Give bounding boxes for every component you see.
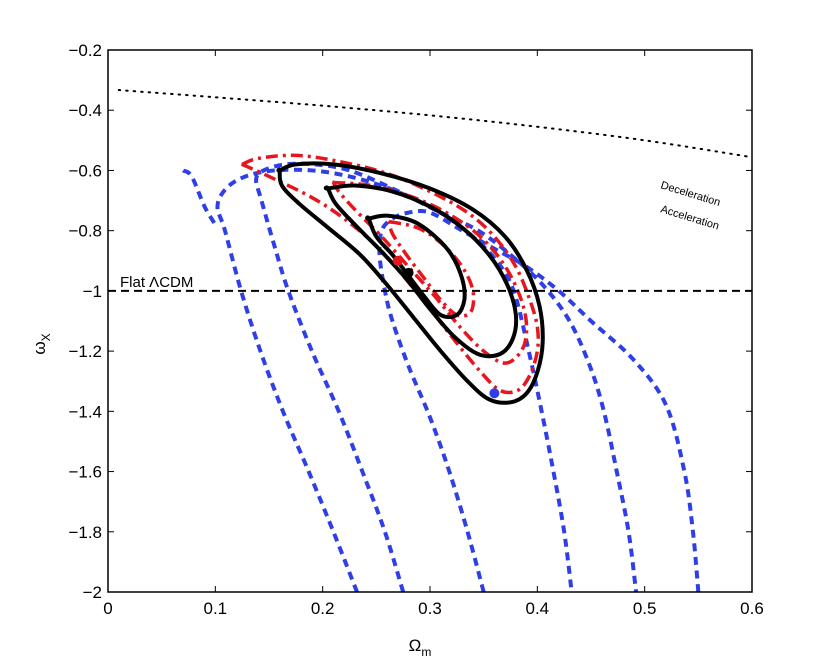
best-fit-point-1 (403, 267, 414, 278)
y-axis-label: ωX (30, 333, 53, 354)
contour-series-2-level-2 (365, 213, 467, 320)
x-tick-label: 0.3 (418, 599, 442, 618)
best-fit-points (392, 255, 500, 399)
x-tick-label: 0.2 (311, 599, 335, 618)
contour-series-1-level-1 (328, 179, 529, 365)
x-tick-label: 0 (103, 599, 112, 618)
axis-ticks: 0 0.1 0.2 0.3 0.4 0.5 0.6 −2 −1.8 −1.6 −1.4 −1.2 −1 −… (68, 41, 763, 618)
y-tick-label: −2 (83, 583, 102, 602)
y-tick-label: −1.6 (68, 463, 102, 482)
y-tick-label: −0.8 (68, 222, 102, 241)
y-tick-label: −1.2 (68, 342, 102, 361)
x-tick-label: 0.5 (633, 599, 657, 618)
contour-series-0-level-2 (377, 209, 701, 593)
y-tick-label: −0.6 (68, 161, 102, 180)
contour-series-2-level-0 (276, 161, 545, 405)
x-tick-label: 0.1 (204, 599, 228, 618)
contour-layer (181, 153, 701, 593)
reference-lines (108, 89, 753, 292)
plot-frame (107, 49, 753, 593)
y-tick-label: −1.8 (68, 523, 102, 542)
contour-series-0-level-3 (181, 168, 218, 226)
acceleration-label: Acceleration (659, 203, 720, 232)
acceleration-boundary-line (117, 89, 753, 159)
y-tick-label: −1 (83, 282, 102, 301)
y-tick-label: −1.4 (68, 402, 102, 421)
best-fit-point-2 (489, 388, 500, 399)
x-tick-label: 0.6 (740, 599, 764, 618)
contour-series-0-level-0 (215, 167, 574, 593)
flat-lcdm-label: Flat ΛCDM (120, 274, 193, 291)
x-axis-label: Ωm (409, 636, 432, 659)
y-tick-label: −0.4 (68, 101, 102, 120)
x-tick-label: 0.4 (526, 599, 550, 618)
best-fit-point-0 (392, 255, 403, 266)
y-tick-label: −0.2 (68, 41, 102, 60)
contour-series-0-level-1 (254, 161, 639, 593)
contour-series-2-level-1 (323, 183, 519, 359)
